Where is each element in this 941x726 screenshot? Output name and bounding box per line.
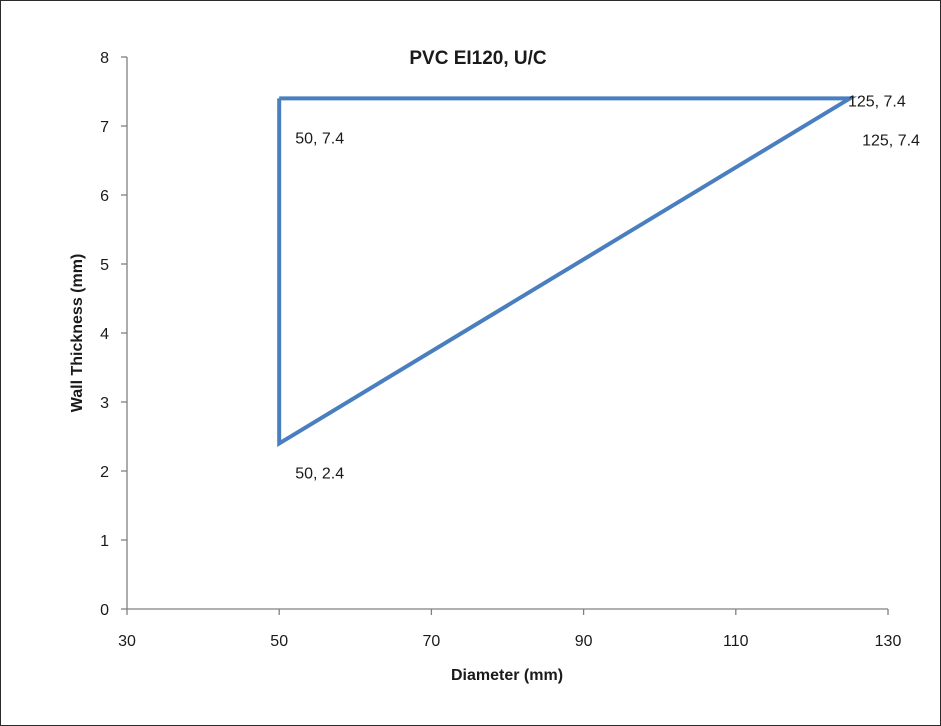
y-axis-title: Wall Thickness (mm): [69, 254, 86, 413]
y-tick-label: 8: [100, 50, 109, 67]
y-tick-label: 6: [100, 188, 109, 205]
y-tick-label: 2: [100, 464, 109, 481]
y-tick-label: 5: [100, 257, 109, 274]
x-tick-label: 130: [875, 633, 902, 650]
x-tick-label: 110: [723, 633, 749, 650]
x-tick-label: 50: [270, 633, 288, 650]
chart-title: PVC EI120, U/C: [409, 48, 547, 69]
series-line: [277, 96, 858, 447]
x-tick-label: 70: [423, 633, 441, 650]
y-tick-label: 0: [100, 602, 109, 619]
data-label: 125, 7.4: [862, 132, 920, 149]
y-axis-ticks: 0 1 2 3 4 5 6 7 8: [100, 50, 127, 619]
x-axis-ticks: 30 50 70 90 110 130: [118, 609, 901, 650]
data-labels: 50, 7.4 125, 7.4 125, 7.4 50, 2.4: [295, 93, 920, 482]
y-tick-label: 4: [100, 326, 109, 343]
y-tick-label: 3: [100, 395, 109, 412]
y-tick-label: 7: [100, 119, 109, 136]
data-label: 50, 7.4: [295, 130, 344, 147]
x-tick-label: 30: [118, 633, 136, 650]
y-tick-label: 1: [100, 533, 109, 550]
x-tick-label: 90: [575, 633, 593, 650]
data-label: 50, 2.4: [295, 465, 344, 482]
data-label: 125, 7.4: [848, 93, 906, 110]
series-layer: [277, 96, 858, 447]
x-axis-title: Diameter (mm): [451, 667, 563, 684]
